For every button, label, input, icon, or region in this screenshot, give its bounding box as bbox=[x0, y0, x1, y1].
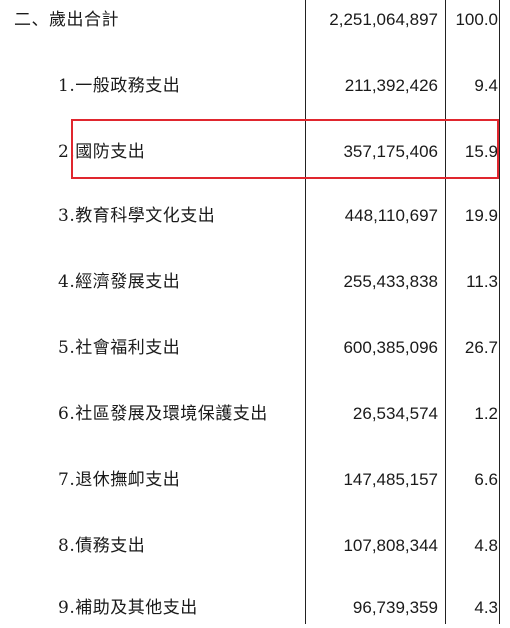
row-percent: 15.9 bbox=[464, 142, 498, 161]
row-percent: 19.9 bbox=[464, 206, 498, 225]
column-divider-right bbox=[499, 0, 500, 624]
table-row: 6.社區發展及環境保護支出 26,534,574 1.2 bbox=[0, 394, 510, 434]
row-percent: 100.0 bbox=[455, 10, 498, 29]
table-row: 8.債務支出 107,808,344 4.8 bbox=[0, 526, 510, 566]
table-row: 1.一般政務支出 211,392,426 9.4 bbox=[0, 66, 510, 106]
row-percent: 26.7 bbox=[464, 338, 498, 357]
row-percent: 4.8 bbox=[474, 536, 498, 555]
row-amount: 107,808,344 bbox=[343, 536, 438, 555]
row-label: 3.教育科學文化支出 bbox=[58, 206, 216, 226]
row-amount: 2,251,064,897 bbox=[329, 10, 438, 29]
row-label: 9.補助及其他支出 bbox=[58, 598, 198, 618]
row-percent: 6.6 bbox=[474, 470, 498, 489]
row-amount: 96,739,359 bbox=[352, 598, 438, 617]
row-amount: 211,392,426 bbox=[344, 76, 438, 95]
table-row-total: 二、歲出合計 2,251,064,897 100.0 bbox=[0, 0, 510, 40]
row-amount: 600,385,096 bbox=[343, 338, 438, 357]
column-divider-amount bbox=[305, 0, 306, 624]
row-amount: 147,485,157 bbox=[343, 470, 438, 489]
table-row: 3.教育科學文化支出 448,110,697 19.9 bbox=[0, 196, 510, 236]
row-percent: 1.2 bbox=[474, 404, 498, 423]
row-amount: 357,175,406 bbox=[343, 142, 438, 161]
row-label: 1.一般政務支出 bbox=[58, 76, 181, 96]
table-row: 5.社會福利支出 600,385,096 26.7 bbox=[0, 328, 510, 368]
table-row: 4.經濟發展支出 255,433,838 11.3 bbox=[0, 262, 510, 302]
table-row: 9.補助及其他支出 96,739,359 4.3 bbox=[0, 588, 510, 628]
row-amount: 448,110,697 bbox=[344, 206, 438, 225]
table-row: 7.退休撫卹支出 147,485,157 6.6 bbox=[0, 460, 510, 500]
table-row: 2.國防支出 357,175,406 15.9 bbox=[0, 132, 510, 172]
column-divider-percent bbox=[445, 0, 446, 624]
row-label: 二、歲出合計 bbox=[14, 10, 119, 30]
row-label: 4.經濟發展支出 bbox=[58, 272, 181, 292]
row-amount: 255,433,838 bbox=[343, 272, 438, 291]
row-label: 7.退休撫卹支出 bbox=[58, 470, 181, 490]
row-percent: 9.4 bbox=[474, 76, 498, 95]
highlight-box bbox=[71, 119, 499, 179]
row-label: 2.國防支出 bbox=[58, 142, 146, 162]
row-percent: 4.3 bbox=[474, 598, 498, 617]
row-label: 6.社區發展及環境保護支出 bbox=[58, 404, 268, 424]
row-label: 8.債務支出 bbox=[58, 536, 146, 556]
row-label: 5.社會福利支出 bbox=[58, 338, 181, 358]
row-amount: 26,534,574 bbox=[352, 404, 438, 423]
row-percent: 11.3 bbox=[466, 272, 498, 291]
